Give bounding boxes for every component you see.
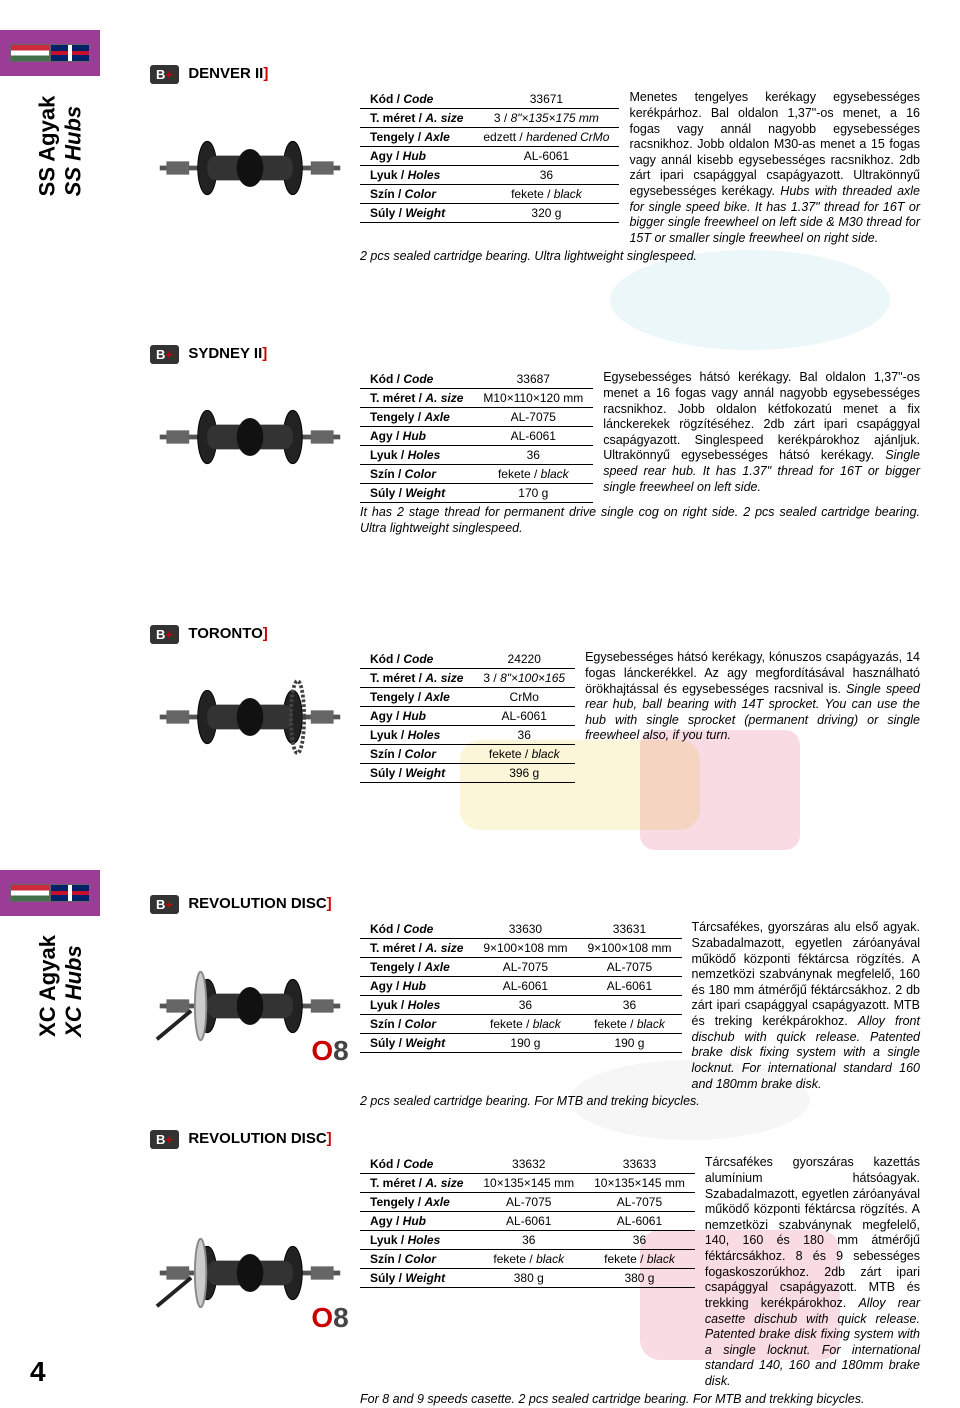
- brand-badge: B: [150, 625, 179, 644]
- section-tab: [0, 30, 100, 76]
- product-description-side: Menetes tengelyes kerékagy egysebességes…: [629, 90, 940, 246]
- product-block: B REVOLUTION DISC] O8 Kód / Code33630336…: [150, 895, 940, 1110]
- o8-badge: O8: [311, 1302, 348, 1334]
- flag-hu-icon: [10, 44, 50, 62]
- product-image: [150, 90, 350, 246]
- product-description-side: Egysebességes hátsó kerékagy, kónuszos c…: [585, 650, 940, 783]
- product-title: SYDNEY II]: [188, 345, 267, 362]
- flags-block: [0, 870, 100, 916]
- section-label: SS AgyakSS Hubs: [34, 96, 86, 197]
- product-image: [150, 370, 350, 503]
- spec-table: Kód / Code24220T. méret / A. size3 / 8"×…: [360, 650, 575, 783]
- product-image: O8: [150, 920, 350, 1092]
- brand-badge: B: [150, 1130, 179, 1149]
- product-description-side: Tárcsafékes gyorszáras kazettás alumíniu…: [705, 1155, 940, 1389]
- product-description-full: 2 pcs sealed cartridge bearing. Ultra li…: [360, 247, 940, 265]
- product-block: B REVOLUTION DISC] O8 Kód / Code33632336…: [150, 1130, 940, 1407]
- product-description-side: Egysebességes hátsó kerékagy. Bal oldalo…: [603, 370, 940, 503]
- spec-table: Kód / Code33687T. méret / A. sizeM10×110…: [360, 370, 593, 503]
- product-image: O8: [150, 1155, 350, 1389]
- spec-table: Kód / Code3363033631T. méret / A. size9×…: [360, 920, 682, 1092]
- flag-hu-icon: [10, 884, 50, 902]
- product-image: [150, 650, 350, 783]
- brand-badge: B: [150, 65, 179, 84]
- product-title: REVOLUTION DISC]: [188, 1130, 331, 1147]
- brand-badge: B: [150, 895, 179, 914]
- section-label: XC AgyakXC Hubs: [35, 935, 87, 1037]
- page-number: 4: [30, 1356, 46, 1388]
- brand-badge: B: [150, 345, 179, 364]
- flag-uk-icon: [50, 44, 90, 62]
- product-description-side: Tárcsafékes, gyorszáras alu első agyak. …: [692, 920, 941, 1092]
- flags-block: [0, 30, 100, 76]
- section-tab: [0, 870, 100, 916]
- product-description-full: For 8 and 9 speeds casette. 2 pcs sealed…: [360, 1390, 940, 1408]
- product-block: B DENVER II] Kód / Code33671T. méret / A…: [150, 65, 940, 264]
- spec-table: Kód / Code3363233633T. méret / A. size10…: [360, 1155, 695, 1389]
- product-block: B TORONTO] Kód / Code24220T. méret / A. …: [150, 625, 940, 783]
- spec-table: Kód / Code33671T. méret / A. size3 / 8"×…: [360, 90, 619, 246]
- product-block: B SYDNEY II] Kód / Code33687T. méret / A…: [150, 345, 940, 537]
- flag-uk-icon: [50, 884, 90, 902]
- product-title: DENVER II]: [188, 65, 268, 82]
- o8-badge: O8: [311, 1035, 348, 1067]
- product-title: TORONTO]: [188, 625, 267, 642]
- product-description-full: 2 pcs sealed cartridge bearing. For MTB …: [360, 1092, 940, 1110]
- product-title: REVOLUTION DISC]: [188, 895, 331, 912]
- product-description-full: It has 2 stage thread for permanent driv…: [360, 503, 940, 536]
